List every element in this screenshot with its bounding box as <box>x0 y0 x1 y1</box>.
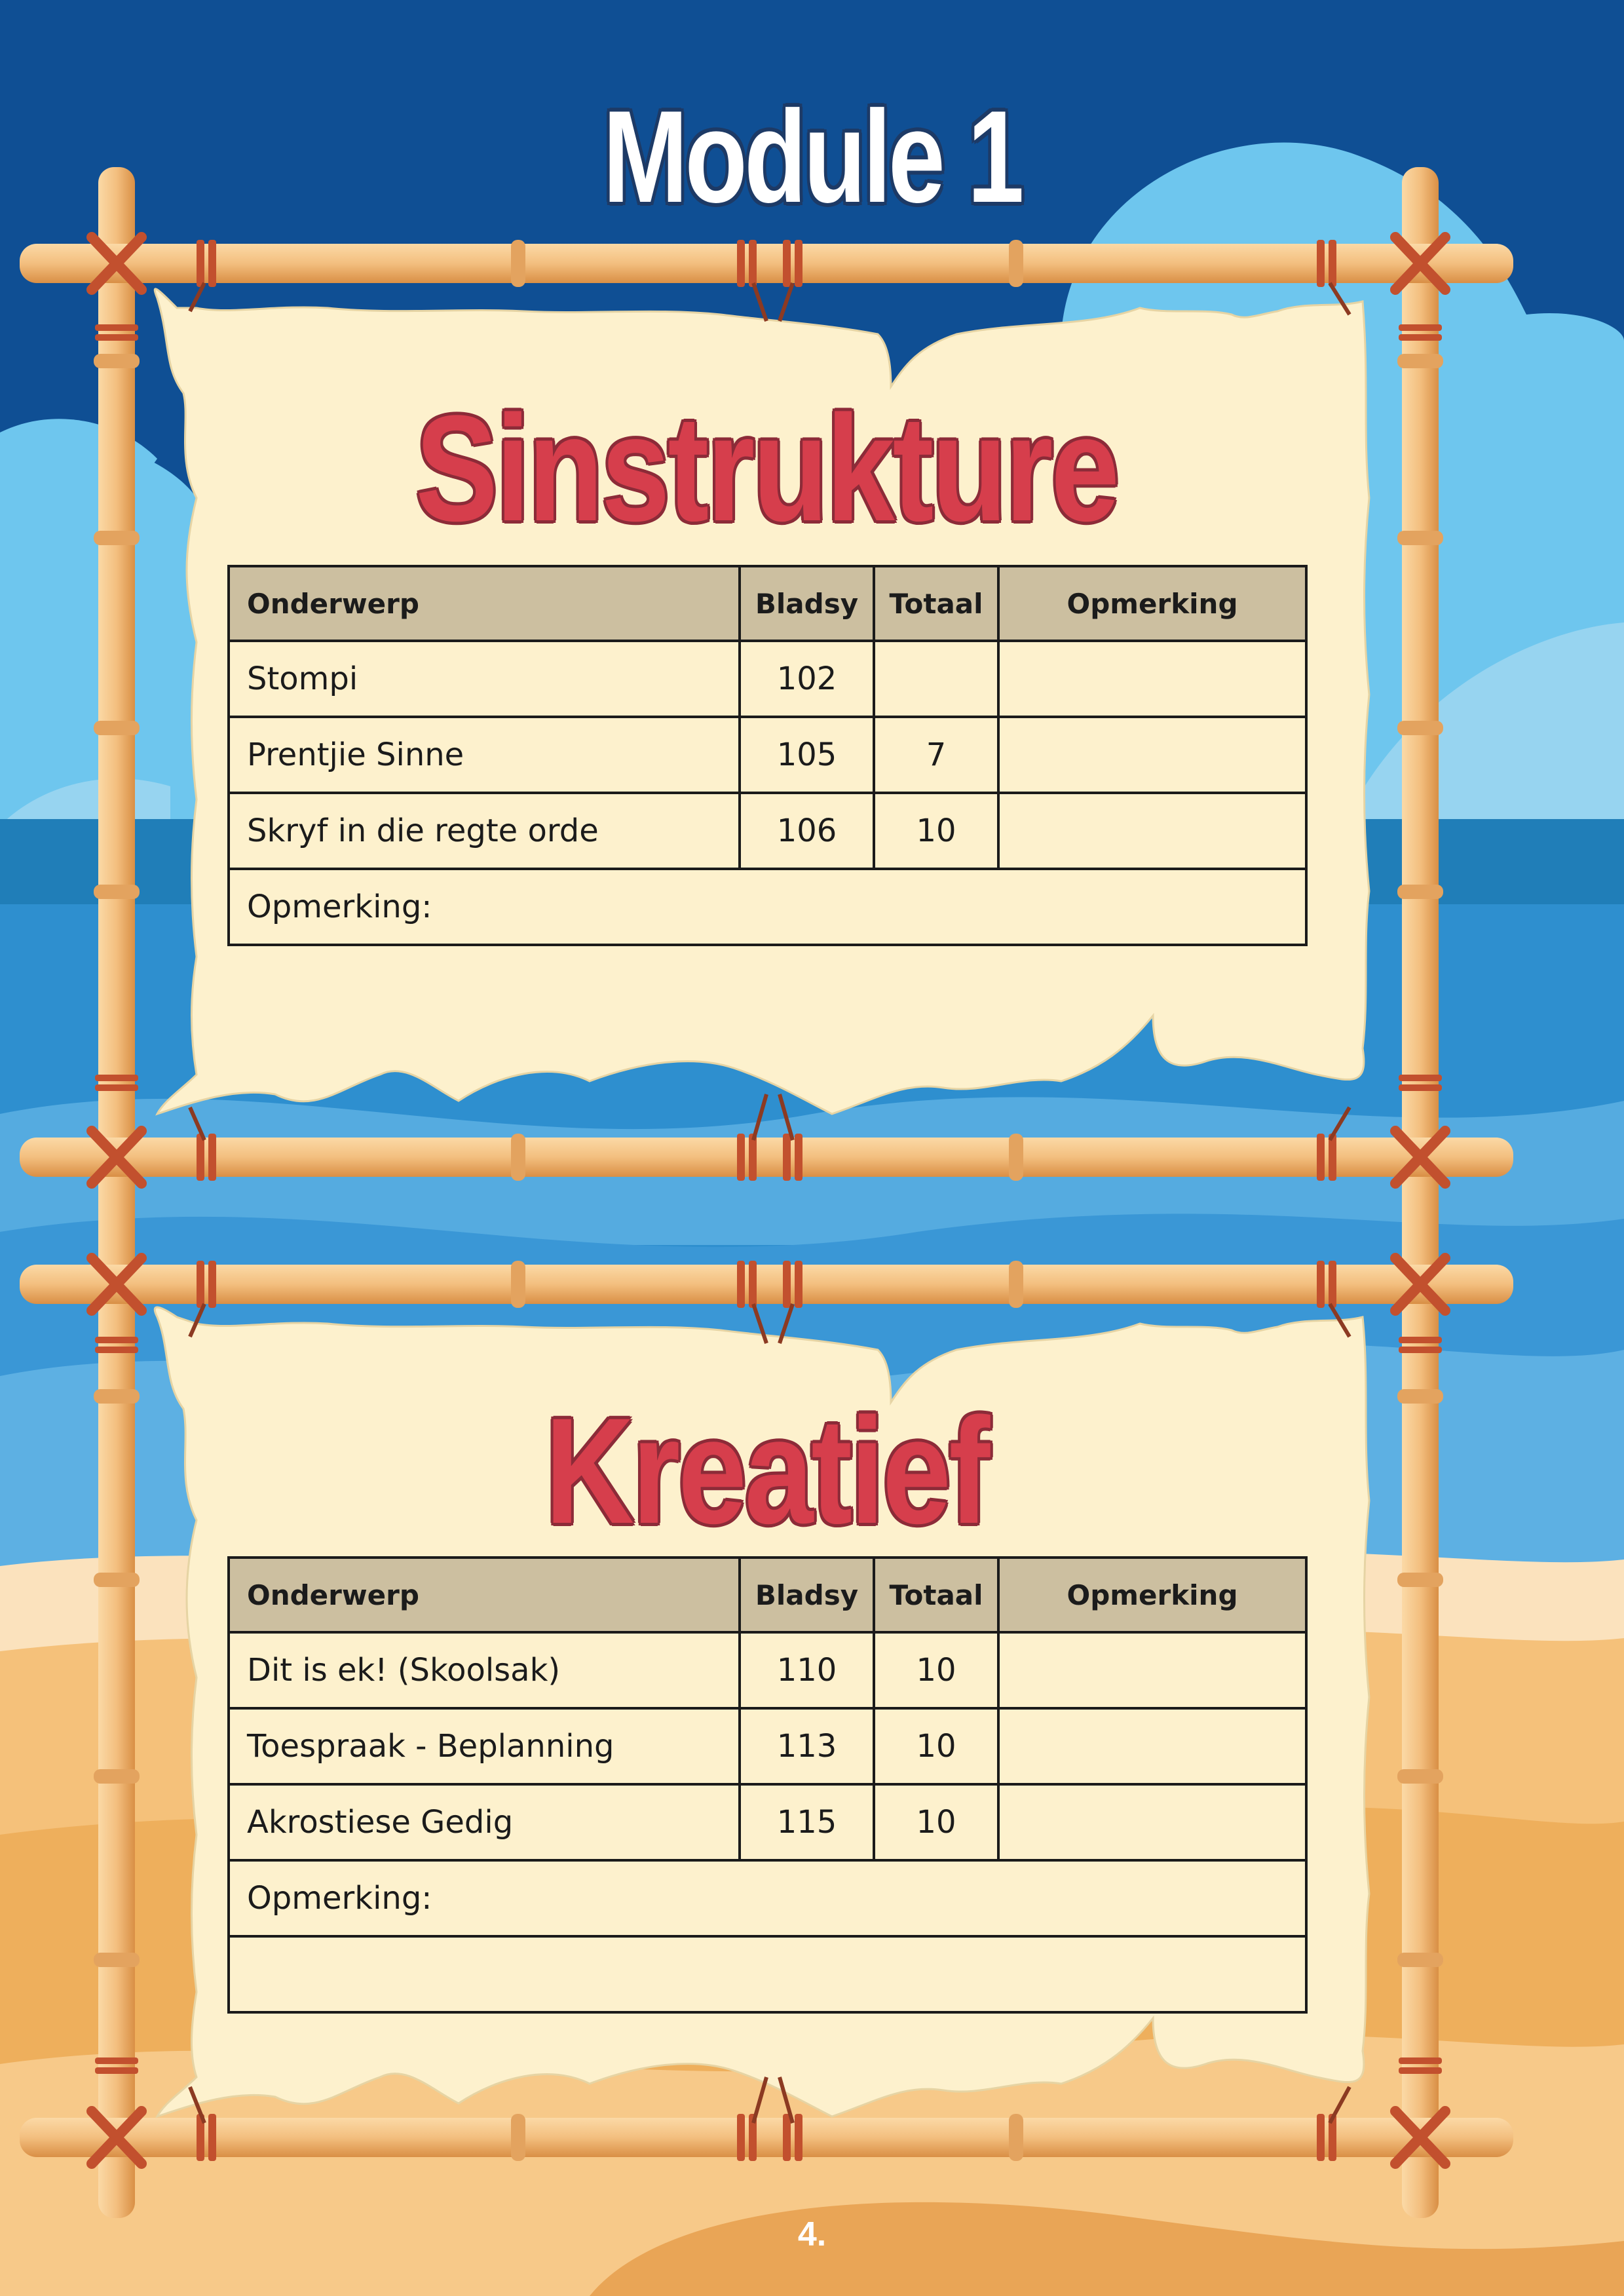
cell-onderwerp: Skryf in die regte orde <box>227 792 741 870</box>
cell-bladsy: 106 <box>738 792 875 870</box>
table-header-row: Onderwerp Bladsy Totaal Opmerking <box>227 565 1308 642</box>
table-row: Akrostiese Gedig 115 10 <box>227 1783 1308 1862</box>
cell-onderwerp: Toespraak - Beplanning <box>227 1707 741 1786</box>
table-row: Toespraak - Beplanning 113 10 <box>227 1707 1308 1786</box>
header-totaal: Totaal <box>873 1556 1000 1634</box>
table-row: Prentjie Sinne 105 7 <box>227 716 1308 794</box>
cell-onderwerp: Prentjie Sinne <box>227 716 741 794</box>
cell-totaal[interactable]: 10 <box>873 792 1000 870</box>
note-label[interactable]: Opmerking: <box>227 1859 1308 1938</box>
cell-bladsy: 113 <box>738 1707 875 1786</box>
cell-onderwerp: Stompi <box>227 640 741 718</box>
section-title-sinstrukture: Sinstrukture <box>415 384 1120 552</box>
cell-opmerking[interactable] <box>997 1783 1308 1862</box>
cell-totaal[interactable]: 10 <box>873 1631 1000 1710</box>
cell-bladsy: 102 <box>738 640 875 718</box>
bamboo-frame <box>20 167 1513 2218</box>
note-row: Opmerking: <box>227 1859 1308 1938</box>
cell-onderwerp: Dit is ek! (Skoolsak) <box>227 1631 741 1710</box>
score-table-sinstrukture: Onderwerp Bladsy Totaal Opmerking Stompi… <box>227 565 1308 946</box>
header-onderwerp: Onderwerp <box>227 1556 741 1634</box>
cell-opmerking[interactable] <box>997 1707 1308 1786</box>
cell-onderwerp: Akrostiese Gedig <box>227 1783 741 1862</box>
cell-opmerking[interactable] <box>997 1631 1308 1710</box>
cell-totaal[interactable]: 10 <box>873 1783 1000 1862</box>
table-row: Stompi 102 <box>227 640 1308 718</box>
score-table-kreatief: Onderwerp Bladsy Totaal Opmerking Dit is… <box>227 1556 1308 2014</box>
cell-opmerking[interactable] <box>997 640 1308 718</box>
cell-bladsy: 105 <box>738 716 875 794</box>
cell-totaal[interactable]: 10 <box>873 1707 1000 1786</box>
note-row: Opmerking: <box>227 868 1308 946</box>
header-bladsy: Bladsy <box>738 565 875 642</box>
header-bladsy: Bladsy <box>738 1556 875 1634</box>
header-opmerking: Opmerking <box>997 1556 1308 1634</box>
cell-bladsy: 110 <box>738 1631 875 1710</box>
header-totaal: Totaal <box>873 565 1000 642</box>
note-blank-row <box>227 1935 1308 2014</box>
header-opmerking: Opmerking <box>997 565 1308 642</box>
table-row: Dit is ek! (Skoolsak) 110 10 <box>227 1631 1308 1710</box>
section-title-kreatief: Kreatief <box>544 1387 990 1555</box>
cell-totaal[interactable] <box>873 640 1000 718</box>
page-title: Module 1 <box>603 84 1024 230</box>
header-onderwerp: Onderwerp <box>227 565 741 642</box>
cell-opmerking[interactable] <box>997 792 1308 870</box>
note-label[interactable]: Opmerking: <box>227 868 1308 946</box>
table-row: Skryf in die regte orde 106 10 <box>227 792 1308 870</box>
table-header-row: Onderwerp Bladsy Totaal Opmerking <box>227 1556 1308 1634</box>
cell-bladsy: 115 <box>738 1783 875 1862</box>
cell-totaal[interactable]: 7 <box>873 716 1000 794</box>
note-blank-cell[interactable] <box>227 1935 1308 2014</box>
cell-opmerking[interactable] <box>997 716 1308 794</box>
page-number: 4. <box>797 2215 827 2253</box>
